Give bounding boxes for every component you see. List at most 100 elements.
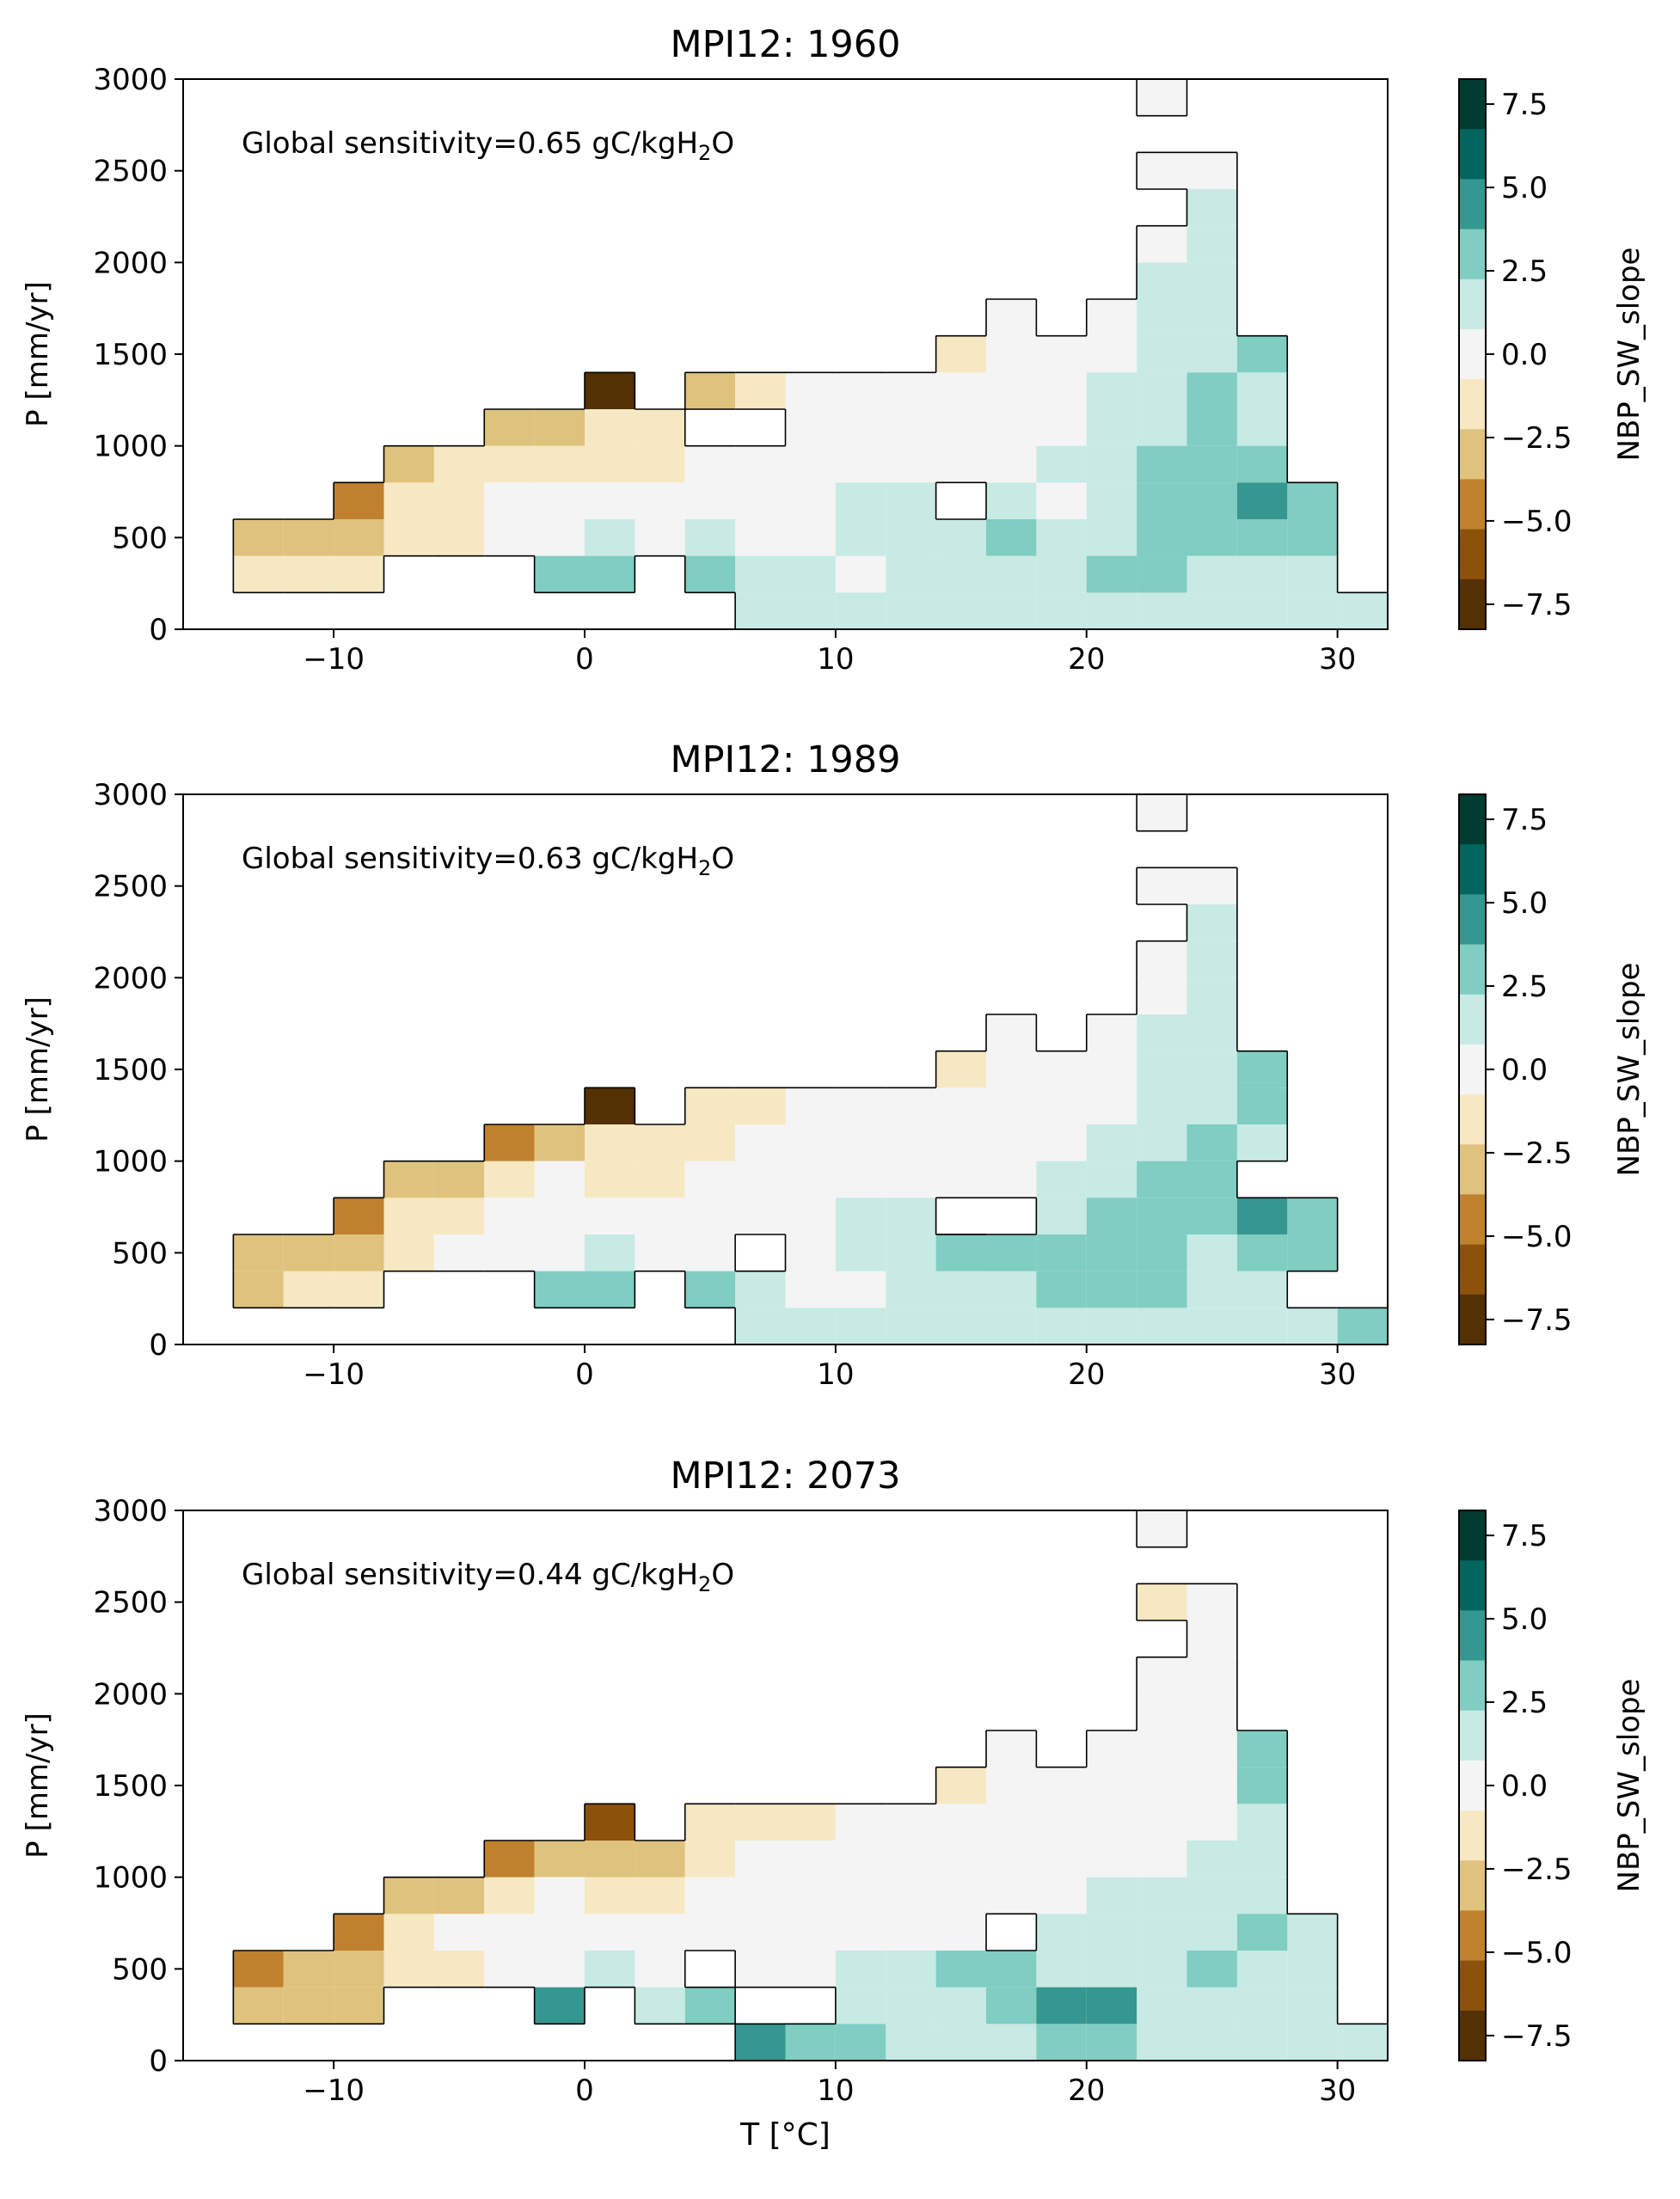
y-axis-label: P [mm/yr] — [21, 281, 55, 427]
heatmap-cell — [1287, 519, 1338, 556]
heatmap-cell — [986, 335, 1037, 373]
heatmap-cell — [986, 1234, 1037, 1271]
heatmap-cell — [785, 1124, 836, 1161]
heatmap-cell — [835, 2024, 886, 2061]
heatmap-cell — [1186, 372, 1237, 409]
heatmap-cell — [735, 1308, 786, 1345]
heatmap-cell — [785, 409, 836, 446]
colorbar-label: NBP_SW_slope — [1612, 963, 1646, 1177]
heatmap-cell — [1036, 1841, 1087, 1877]
heatmap-cell — [835, 1198, 886, 1234]
heatmap-cell — [1186, 592, 1237, 629]
heatmap-cell — [735, 482, 786, 519]
heatmap-cell — [635, 1124, 685, 1161]
heatmap-cell — [886, 1914, 936, 1951]
heatmap-cell — [1186, 225, 1237, 263]
heatmap-cell — [785, 1161, 836, 1198]
heatmap-cell — [1137, 1657, 1187, 1694]
heatmap-cell — [635, 409, 685, 446]
heatmap-cell — [1337, 1308, 1388, 1345]
heatmap-cell — [1236, 1914, 1288, 1951]
heatmap-cell — [1186, 335, 1237, 373]
heatmap-cell — [986, 592, 1037, 629]
heatmap-cell — [935, 1124, 986, 1161]
heatmap-cell — [785, 1841, 836, 1877]
heatmap-cell — [1186, 152, 1237, 189]
heatmap-cell — [684, 1124, 736, 1161]
colorbar-segment — [1459, 179, 1486, 230]
colorbar-segment — [1459, 1294, 1486, 1345]
heatmap-cell — [1086, 1161, 1137, 1198]
heatmap-cell — [785, 1951, 836, 1988]
heatmap-cell — [735, 1124, 786, 1161]
heatmap-cell — [585, 1161, 635, 1198]
heatmap-cell — [1236, 1841, 1288, 1877]
heatmap-cell — [635, 1234, 685, 1271]
colorbar-label: NBP_SW_slope — [1612, 248, 1646, 462]
heatmap-cell — [585, 555, 635, 593]
heatmap-cell — [1236, 1271, 1288, 1308]
heatmap-cell — [1036, 1914, 1087, 1951]
heatmap-cell — [1137, 335, 1187, 373]
heatmap-cell — [835, 409, 886, 446]
heatmap-cell — [1236, 1877, 1288, 1914]
heatmap-cell — [1086, 1730, 1137, 1767]
heatmap-cell — [935, 1767, 986, 1804]
heatmap-cell — [1086, 372, 1137, 409]
heatmap-cell — [735, 1161, 786, 1198]
heatmap-cell — [1186, 1620, 1237, 1657]
y-tick-label: 1000 — [93, 430, 168, 464]
heatmap-cell — [1036, 372, 1087, 409]
heatmap-cell — [986, 555, 1037, 593]
heatmap-cell — [1036, 2024, 1087, 2061]
heatmap-cell — [585, 1087, 635, 1124]
heatmap-cell — [433, 1877, 485, 1914]
heatmap-cell — [1236, 592, 1288, 629]
heatmap-cell — [1137, 1583, 1187, 1620]
heatmap-cell — [383, 1877, 434, 1914]
y-tick-label: 3000 — [93, 63, 168, 97]
heatmap-cell — [534, 1124, 585, 1161]
heatmap-cell — [1137, 152, 1187, 189]
heatmap-cell — [735, 1804, 786, 1841]
x-tick-label: 0 — [575, 2073, 594, 2108]
colorbar: 7.5 5.0 2.5 0.0 −2.5 −5.0 −7.5 NBP_SW_slope — [1458, 793, 1646, 1345]
colorbar-segment — [1459, 1760, 1486, 1811]
heatmap-cells — [233, 794, 1388, 1345]
heatmap-cell — [1036, 592, 1087, 629]
heatmap-cell — [935, 409, 986, 446]
x-tick-label: −10 — [303, 2073, 365, 2108]
heatmap-cell — [986, 299, 1037, 336]
heatmap-cell — [635, 519, 685, 556]
heatmap-cell — [785, 1087, 836, 1124]
heatmap-cell — [1186, 1987, 1237, 2024]
heatmap-cell — [785, 1271, 836, 1308]
heatmap-cell — [283, 1951, 334, 1988]
heatmap-cell — [1137, 372, 1187, 409]
sensitivity-annotation: Global sensitivity=0.65 gC/kgH2O — [242, 126, 734, 165]
colorbar-segment — [1459, 2010, 1486, 2061]
heatmap-cell — [886, 1987, 936, 2024]
heatmap-cell — [484, 1877, 535, 1914]
y-tick-label: 1500 — [93, 1769, 168, 1804]
heatmap-cell — [635, 1841, 685, 1877]
heatmap-cell — [1186, 1694, 1237, 1730]
heatmap-cell — [835, 519, 886, 556]
heatmap-cell — [334, 482, 384, 519]
heatmap-cell — [986, 1308, 1037, 1345]
heatmap-cell — [935, 2024, 986, 2061]
heatmap-cell — [1186, 1657, 1237, 1694]
heatmap-cell — [886, 1877, 936, 1914]
heatmap-cell — [1186, 1198, 1237, 1234]
heatmap-cell — [1236, 335, 1288, 373]
heatmap-cell — [1036, 1767, 1087, 1804]
heatmap-cell — [1186, 445, 1237, 483]
heatmap-cell — [484, 1161, 535, 1198]
heatmap-cell — [1086, 592, 1137, 629]
heatmap-cell — [835, 1308, 886, 1345]
heatmap-cell — [233, 519, 284, 556]
heatmap-cell — [585, 445, 635, 483]
y-tick-label: 0 — [149, 613, 168, 647]
heatmap-cell — [1137, 1014, 1187, 1051]
heatmap-cell — [935, 1161, 986, 1198]
